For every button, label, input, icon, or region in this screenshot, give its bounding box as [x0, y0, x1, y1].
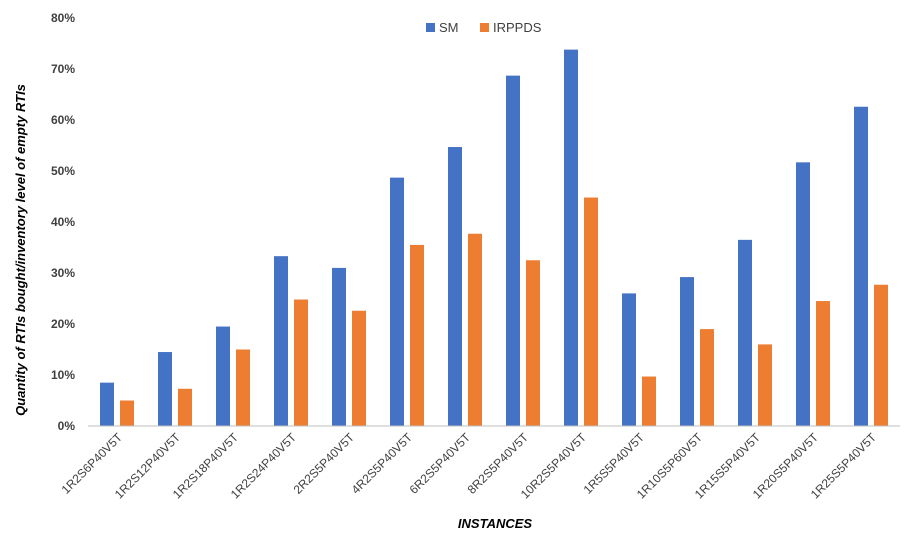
y-axis-ticks: 0% 10% 20% 30% 40% 50% 60% 70% 80%	[51, 11, 75, 433]
y-axis-title: Quantity of RTIs bought/inventory level …	[13, 84, 28, 416]
legend-label-sm: SM	[439, 20, 459, 35]
bar-irppds-1r2s18p40v5t	[236, 349, 250, 426]
bar-irppds-1r10s5p60v5t	[700, 329, 714, 426]
bar-irppds-1r25s5p40v5t	[874, 284, 888, 426]
legend: SM IRPPDS	[426, 20, 542, 35]
bar-irppds-1r2s12p40v5t	[178, 388, 192, 426]
bar-sm-1r10s5p60v5t	[680, 277, 694, 426]
bar-irppds-1r2s24p40v5t	[294, 299, 308, 426]
x-axis-title: INSTANCES	[458, 516, 532, 531]
bar-sm-4r2s5p40v5t	[390, 177, 404, 426]
bar-sm-1r20s5p40v5t	[796, 162, 810, 426]
y-tick-label: 80%	[51, 11, 75, 25]
legend-swatch-sm	[426, 23, 435, 32]
bar-irppds-10r2s5p40v5t	[584, 197, 598, 426]
bar-sm-6r2s5p40v5t	[448, 147, 462, 426]
bar-sm-1r25s5p40v5t	[854, 106, 868, 427]
bar-irppds-2r2s5p40v5t	[352, 310, 366, 426]
y-tick-label: 60%	[51, 113, 75, 127]
bar-sm-1r5s5p40v5t	[622, 293, 636, 426]
bar-irppds-6r2s5p40v5t	[468, 233, 482, 426]
y-tick-label: 40%	[51, 215, 75, 229]
bar-sm-2r2s5p40v5t	[332, 267, 346, 426]
bar-irppds-4r2s5p40v5t	[410, 244, 424, 426]
bar-sm-1r2s6p40v5t	[100, 382, 114, 426]
bar-sm-1r2s18p40v5t	[216, 326, 230, 426]
y-tick-label: 70%	[51, 62, 75, 76]
bar-sm-8r2s5p40v5t	[506, 75, 520, 426]
legend-label-irppds: IRPPDS	[493, 20, 542, 35]
y-tick-label: 0%	[58, 419, 76, 433]
legend-swatch-irppds	[480, 23, 489, 32]
bar-irppds-1r15s5p40v5t	[758, 344, 772, 426]
bars	[100, 49, 888, 427]
bar-sm-1r15s5p40v5t	[738, 239, 752, 426]
bar-irppds-1r2s6p40v5t	[120, 400, 134, 426]
bar-sm-1r2s24p40v5t	[274, 256, 288, 426]
y-tick-label: 30%	[51, 266, 75, 280]
y-tick-label: 10%	[51, 368, 75, 382]
bar-sm-10r2s5p40v5t	[564, 49, 578, 427]
bar-irppds-8r2s5p40v5t	[526, 260, 540, 426]
bar-irppds-1r20s5p40v5t	[816, 301, 830, 426]
bar-sm-1r2s12p40v5t	[158, 352, 172, 426]
y-tick-label: 50%	[51, 164, 75, 178]
x-axis-ticks: 1R2S6P40V5T1R2S12P40V5T1R2S18P40V5T1R2S2…	[59, 430, 880, 502]
bar-irppds-1r5s5p40v5t	[642, 376, 656, 426]
y-tick-label: 20%	[51, 317, 75, 331]
